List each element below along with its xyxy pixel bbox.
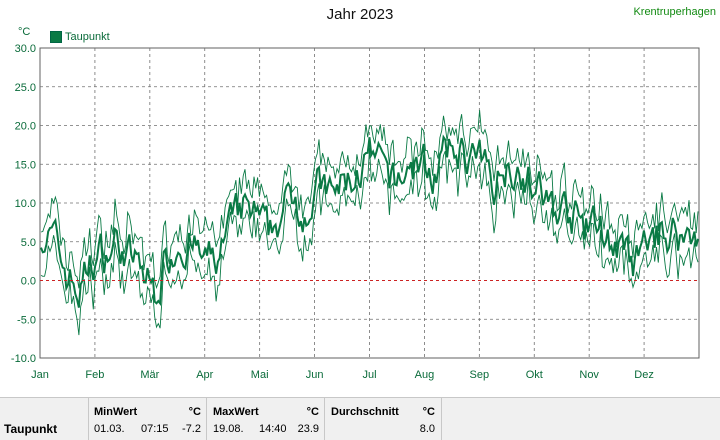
x-tick-label: Jan [31,369,49,381]
max-time: 14:40 [259,423,287,435]
x-tick-label: Feb [85,369,104,381]
max-date: 19.08. [213,423,244,435]
min-header: MinWert [94,406,138,418]
min-time: 07:15 [141,423,169,435]
y-tick-label: -10.0 [11,353,36,365]
y-tick-label: 15.0 [15,159,36,171]
stats-series-name: Taupunkt [4,422,58,436]
avg-column: Durchschnitt °C 8.0 [324,398,442,440]
x-tick-label: Dez [634,369,654,381]
min-column: MinWert °C 01.03. 07:15 -7.2 [88,398,207,440]
max-header: MaxWert [213,406,259,418]
x-tick-label: Okt [526,369,543,381]
max-column: MaxWert °C 19.08. 14:40 23.9 [206,398,325,440]
chart: 30.0 25.0 20.0 15.0 10.0 5.0 0.0 -5.0 -10.0 Jan F… [11,43,700,381]
y-tick-label: 30.0 [15,43,36,55]
station-name: Krentruperhagen [633,6,716,18]
y-tick-label: 25.0 [15,82,36,94]
y-tick-label: 10.0 [15,198,36,210]
stats-panel: Taupunkt MinWert °C 01.03. 07:15 -7.2 Ma… [0,397,720,440]
y-tick-label: 5.0 [21,237,36,249]
x-tick-label: Apr [196,369,213,381]
x-tick-label: Mär [140,369,159,381]
x-tick-label: Aug [415,369,435,381]
legend-swatch [50,31,62,43]
max-unit: °C [306,406,319,418]
x-tick-label: Mai [251,369,269,381]
min-value: -7.2 [182,423,201,435]
min-date: 01.03. [94,423,125,435]
y-tick-label: 20.0 [15,121,36,133]
y-ticks: 30.0 25.0 20.0 15.0 10.0 5.0 0.0 -5.0 -10.0 [11,43,36,365]
x-tick-label: Jun [306,369,324,381]
min-unit: °C [188,406,201,418]
x-tick-label: Sep [470,369,490,381]
y-tick-label: 0.0 [21,276,36,288]
x-tick-label: Jul [362,369,376,381]
y-tick-label: -5.0 [17,314,36,326]
avg-header: Durchschnitt [331,406,399,418]
legend: Taupunkt [50,31,110,43]
avg-unit: °C [422,406,435,418]
series-line-max [40,110,699,290]
x-tick-label: Nov [579,369,599,381]
y-axis-unit: °C [18,26,31,38]
legend-label: Taupunkt [65,31,110,43]
max-value: 23.9 [297,423,319,435]
x-ticks: Jan Feb Mär Apr Mai Jun Jul Aug Sep Okt Nov Dez [31,369,654,381]
avg-value: 8.0 [419,423,435,435]
series-line-min [40,147,699,336]
chart-title: Jahr 2023 [326,6,394,23]
